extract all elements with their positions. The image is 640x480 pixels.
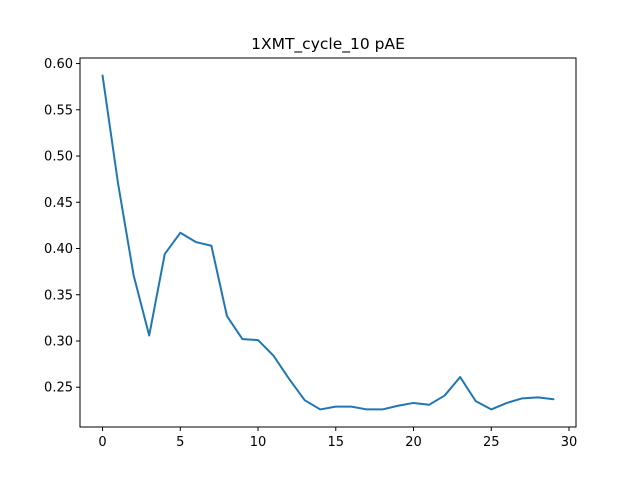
x-tick-label: 0	[98, 435, 106, 450]
y-tick-label: 0.50	[44, 150, 73, 165]
x-tick-label: 15	[328, 435, 345, 450]
x-tick-label: 10	[250, 435, 267, 450]
x-tick-label: 20	[405, 435, 422, 450]
plot-area-frame	[79, 57, 577, 428]
x-tick-label: 30	[561, 435, 578, 450]
y-tick-label: 0.40	[44, 242, 73, 257]
y-tick-label: 0.60	[44, 57, 73, 72]
series-line	[101, 74, 555, 411]
y-tick-label: 0.55	[44, 103, 73, 118]
y-tick-label: 0.30	[44, 334, 73, 349]
x-tick-label: 5	[176, 435, 184, 450]
y-axis: 0.25 0.30 0.35 0.40 0.45 0.50 0.55 0.60	[44, 57, 80, 396]
y-tick-label: 0.35	[44, 288, 73, 303]
chart-title: 1XMT_cycle_10 pAE	[251, 35, 405, 54]
y-tick-label: 0.25	[44, 381, 73, 396]
x-axis: 0 5 10 15 20 25 30	[98, 427, 577, 450]
x-tick-label: 25	[483, 435, 500, 450]
series-layer	[101, 74, 555, 411]
y-tick-label: 0.45	[44, 196, 73, 211]
